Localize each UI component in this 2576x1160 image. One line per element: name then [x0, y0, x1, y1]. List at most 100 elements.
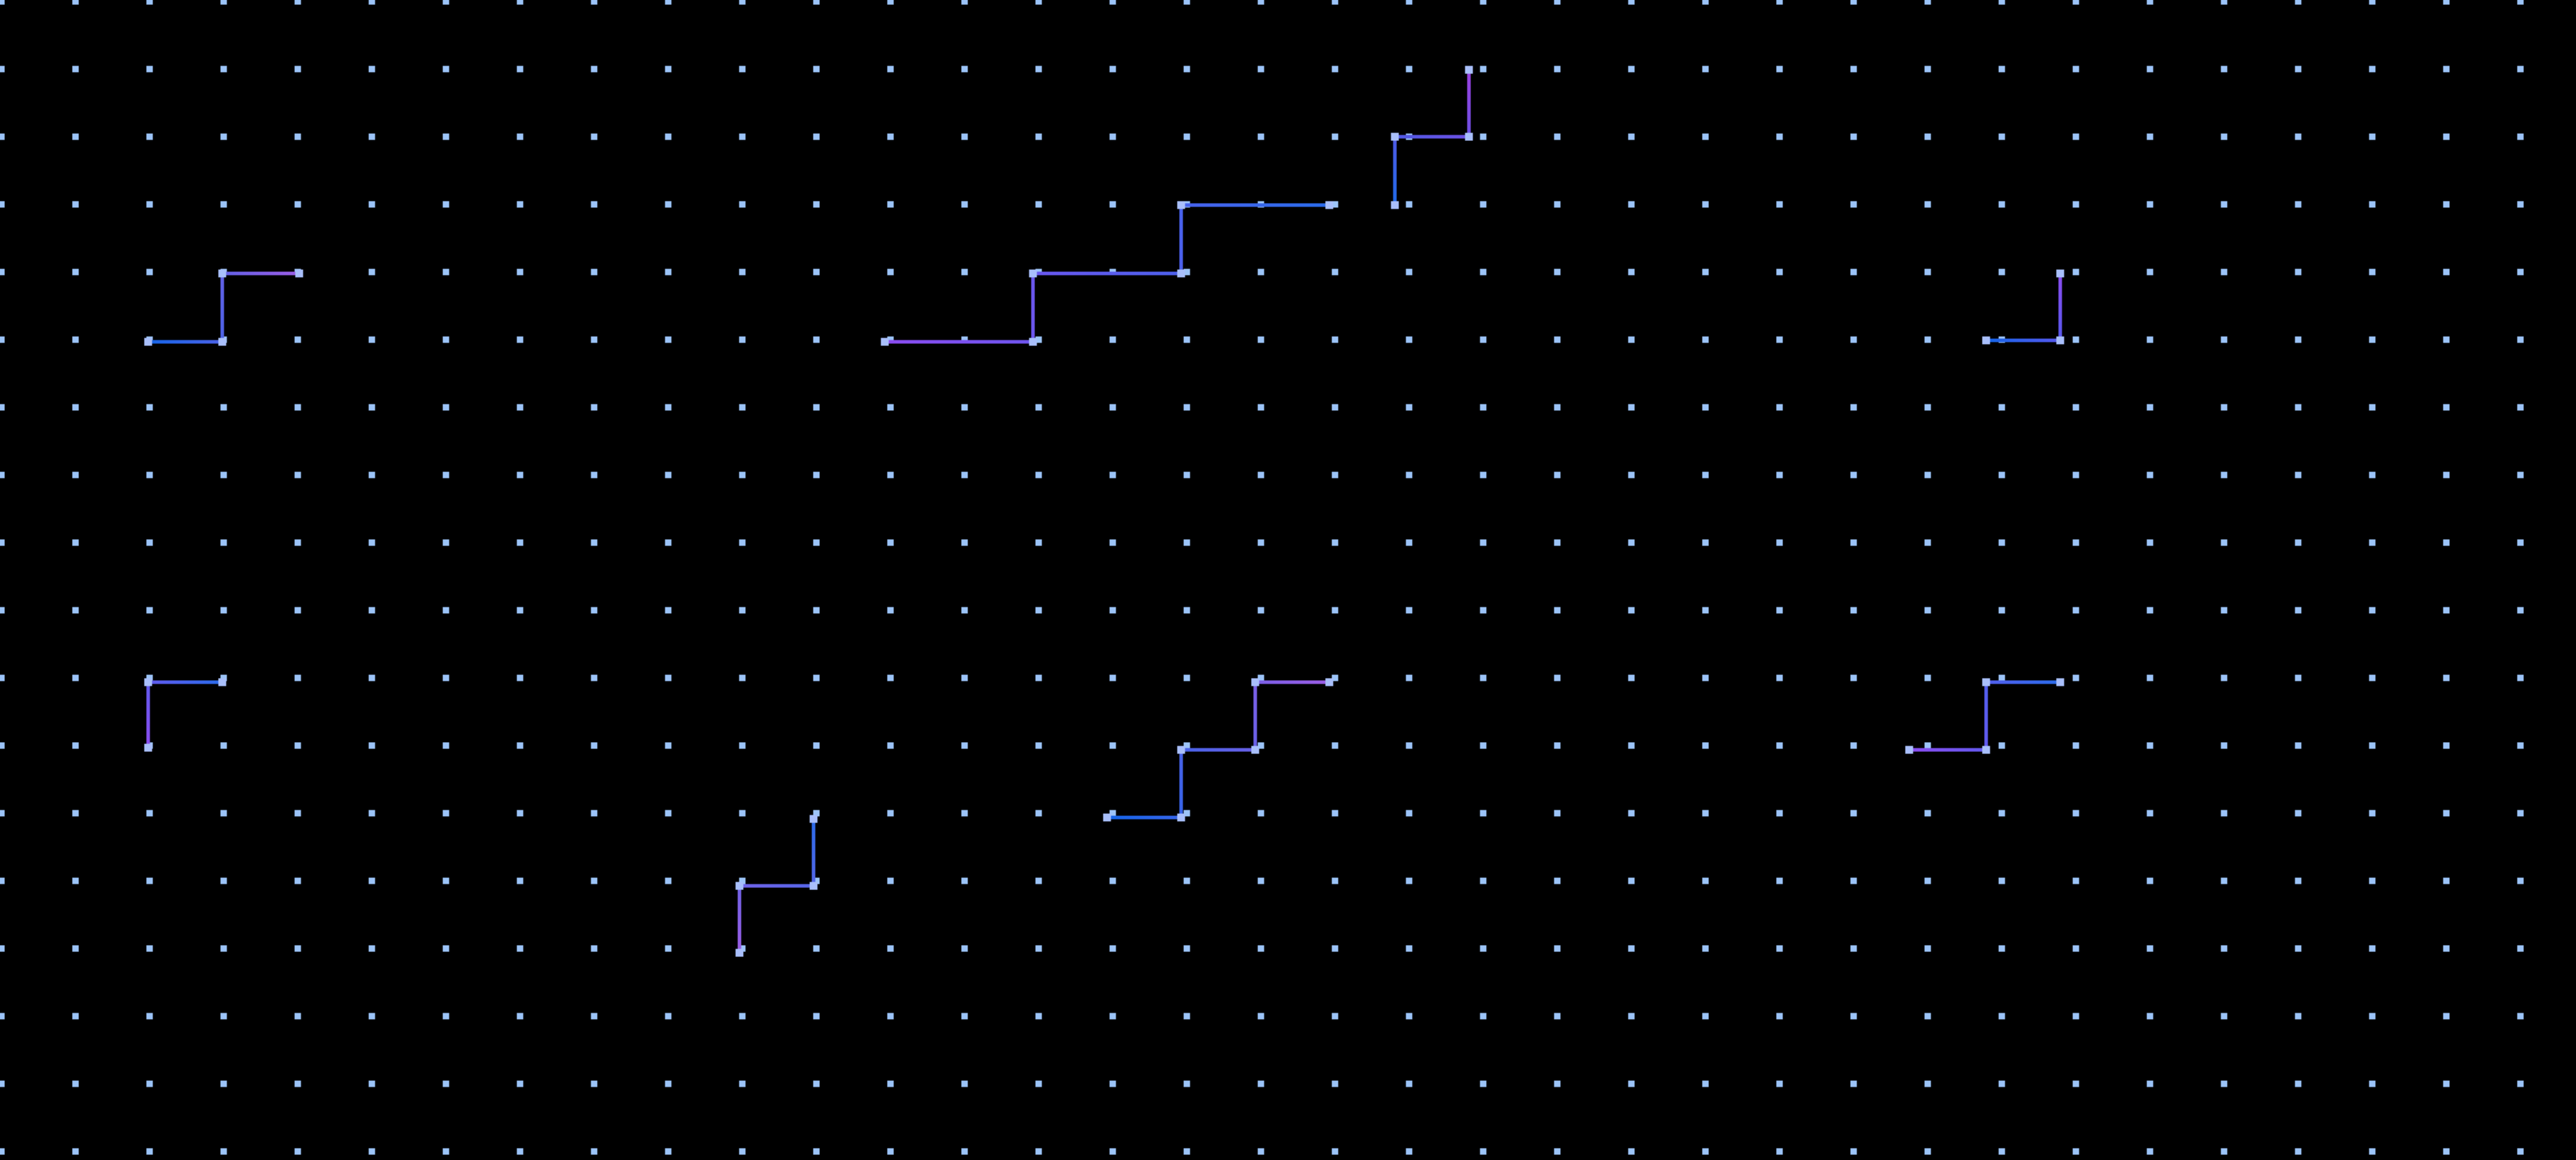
grid-dot: [146, 810, 153, 817]
grid-dot: [2221, 336, 2228, 343]
path-node[interactable]: [735, 949, 744, 957]
grid-dot: [1109, 336, 1116, 343]
grid-dot: [2146, 539, 2154, 546]
grid-dot: [961, 336, 968, 343]
grid-dot: [813, 1013, 820, 1020]
path-node[interactable]: [1905, 746, 1913, 754]
path-node[interactable]: [1391, 132, 1399, 141]
grid-dot: [1776, 945, 1783, 952]
path-node[interactable]: [1251, 746, 1260, 754]
path-node[interactable]: [218, 678, 227, 686]
grid-dot: [72, 471, 79, 479]
grid-dot: [591, 877, 598, 884]
grid-dot: [1257, 0, 1264, 5]
grid-dot: [516, 66, 524, 73]
path-node[interactable]: [144, 678, 152, 686]
grid-dot: [2295, 201, 2302, 208]
grid-dot: [2221, 674, 2228, 681]
grid-dot: [2295, 0, 2302, 5]
path-node[interactable]: [1325, 201, 1334, 209]
grid-dot: [220, 742, 227, 749]
grid-dot: [146, 66, 153, 73]
path-node[interactable]: [1982, 746, 1990, 754]
path-node[interactable]: [1982, 678, 1990, 686]
path-polyline-staircase-center-double-step[interactable]: [885, 203, 1329, 344]
path-node[interactable]: [1029, 338, 1037, 346]
grid-dot: [961, 742, 968, 749]
grid-dot: [1628, 404, 1635, 411]
grid-dot: [1554, 742, 1561, 749]
path-node[interactable]: [809, 815, 818, 823]
path-node[interactable]: [1391, 201, 1399, 209]
grid-dot: [516, 674, 524, 681]
grid-dot: [1257, 1013, 1264, 1020]
grid-dot: [2517, 0, 2524, 5]
grid-dot: [1850, 268, 1857, 276]
grid-dot: [2072, 471, 2079, 479]
path-polyline-staircase-lower-center[interactable]: [1107, 680, 1329, 820]
grid-dot: [665, 1148, 672, 1155]
grid-dot: [1480, 742, 1487, 749]
grid-dot: [887, 201, 894, 208]
grid-dot: [1480, 201, 1487, 208]
grid-dot: [516, 133, 524, 140]
path-node[interactable]: [1982, 336, 1990, 345]
grid-dot: [1331, 945, 1339, 952]
grid-dot: [146, 1148, 153, 1155]
grid-dot: [1850, 1013, 1857, 1020]
grid-dot: [1628, 0, 1635, 5]
path-node[interactable]: [144, 743, 152, 752]
path-node[interactable]: [218, 269, 227, 278]
path-node[interactable]: [881, 338, 889, 346]
grid-dot: [1480, 945, 1487, 952]
grid-dot: [442, 539, 450, 546]
grid-dot: [1257, 133, 1264, 140]
path-polyline-elbow-lower-center-small[interactable]: [737, 819, 816, 953]
grid-dot: [2221, 539, 2228, 546]
grid-dot: [1480, 877, 1487, 884]
grid-dot: [739, 810, 746, 817]
path-polyline-elbow-upper-right[interactable]: [1393, 70, 1471, 205]
path-node[interactable]: [1177, 269, 1185, 278]
path-node[interactable]: [218, 338, 227, 346]
path-node[interactable]: [144, 338, 152, 346]
grid-dot: [665, 1013, 672, 1020]
path-node[interactable]: [1103, 813, 1111, 822]
grid-dot: [516, 1013, 524, 1020]
grid-dot: [1109, 1013, 1116, 1020]
grid-dot: [516, 877, 524, 884]
path-node[interactable]: [1465, 132, 1473, 141]
grid-dot: [1035, 0, 1042, 5]
path-node[interactable]: [2056, 336, 2065, 345]
grid-dot: [1702, 201, 1709, 208]
path-node[interactable]: [1177, 746, 1185, 754]
path-node-layer[interactable]: [144, 66, 2065, 957]
path-node[interactable]: [2056, 269, 2065, 278]
grid-dot: [220, 1148, 227, 1155]
path-node[interactable]: [1177, 813, 1185, 822]
grid-dot: [442, 877, 450, 884]
path-node[interactable]: [1251, 678, 1260, 686]
grid-dot: [887, 1148, 894, 1155]
path-node[interactable]: [295, 269, 303, 278]
path-node[interactable]: [1465, 66, 1473, 74]
path-polyline-staircase-upper-left[interactable]: [148, 271, 299, 344]
path-node[interactable]: [809, 882, 818, 890]
grid-dot: [1480, 133, 1487, 140]
path-node[interactable]: [1325, 678, 1334, 686]
path-polyline-elbow-lower-right[interactable]: [1909, 680, 2060, 752]
path-node[interactable]: [735, 882, 744, 890]
grid-dot: [2517, 877, 2524, 884]
grid-dot: [887, 607, 894, 614]
grid-dot: [1554, 877, 1561, 884]
grid-dot: [1331, 742, 1339, 749]
grid-dot: [1628, 539, 1635, 546]
path-node[interactable]: [1177, 201, 1185, 209]
grid-dot: [1331, 0, 1339, 5]
grid-dot: [2072, 1080, 2079, 1087]
grid-dot: [591, 674, 598, 681]
path-node[interactable]: [1029, 269, 1037, 278]
grid-dot: [739, 404, 746, 411]
path-node[interactable]: [2056, 678, 2065, 686]
